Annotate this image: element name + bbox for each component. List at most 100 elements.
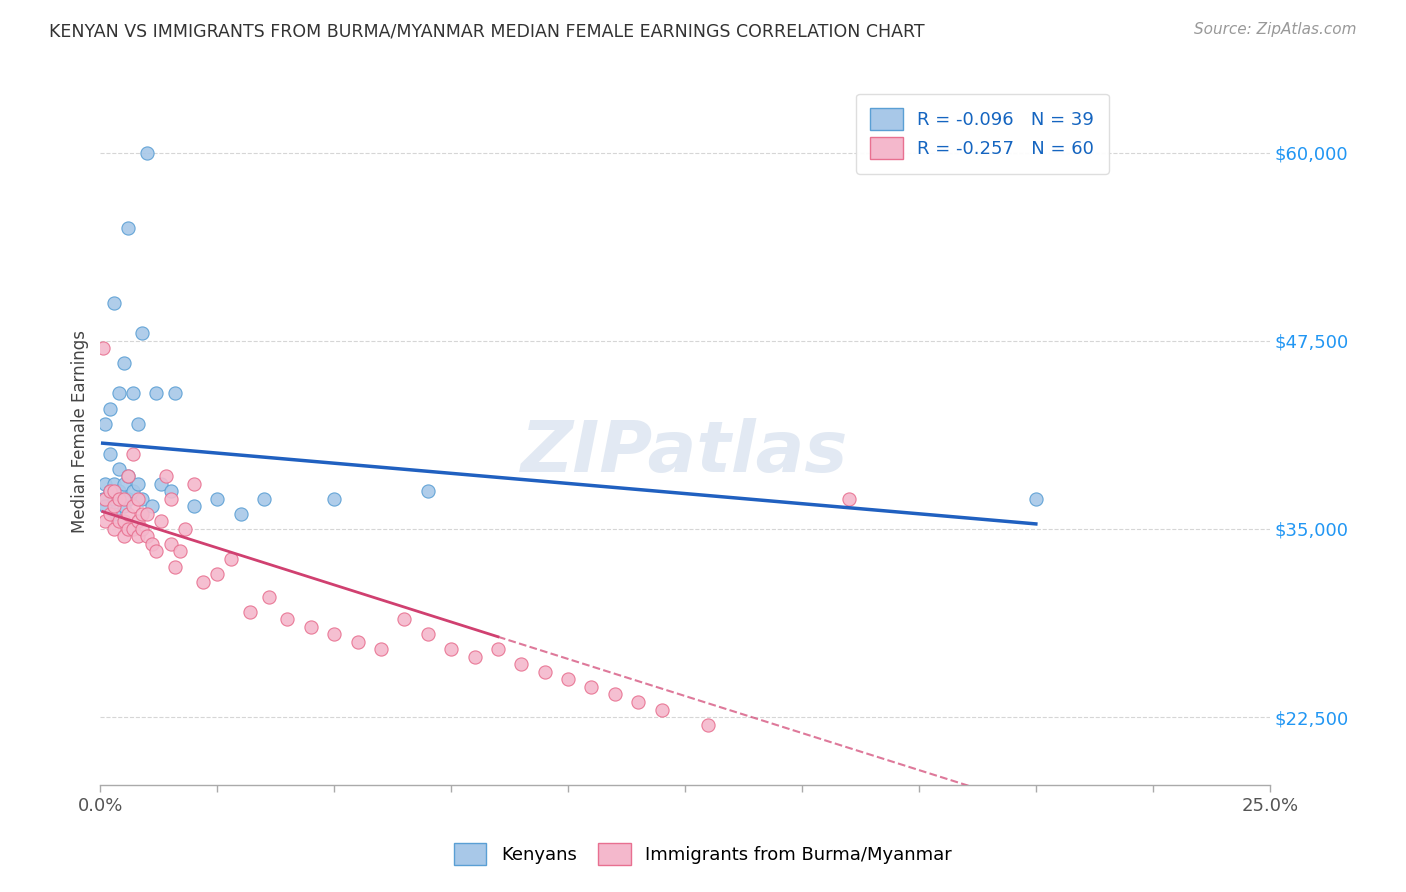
Point bbox=[557, 673, 579, 687]
Point bbox=[651, 702, 673, 716]
Point bbox=[136, 529, 159, 543]
Y-axis label: Median Female Earnings: Median Female Earnings bbox=[72, 330, 89, 533]
Point bbox=[117, 469, 139, 483]
Point bbox=[159, 484, 181, 499]
Legend: R = -0.096   N = 39, R = -0.257   N = 60: R = -0.096 N = 39, R = -0.257 N = 60 bbox=[856, 94, 1109, 174]
Point bbox=[464, 649, 486, 664]
Point bbox=[165, 386, 187, 401]
Point bbox=[221, 552, 243, 566]
Point bbox=[112, 491, 135, 506]
Point bbox=[127, 491, 149, 506]
Point bbox=[108, 491, 131, 506]
Point bbox=[117, 507, 139, 521]
Point bbox=[127, 515, 149, 529]
Point bbox=[627, 695, 650, 709]
Point bbox=[416, 484, 439, 499]
Point bbox=[94, 500, 117, 514]
Point bbox=[117, 491, 139, 506]
Point bbox=[103, 476, 125, 491]
Point bbox=[193, 574, 215, 589]
Point bbox=[257, 590, 280, 604]
Point bbox=[112, 476, 135, 491]
Text: Source: ZipAtlas.com: Source: ZipAtlas.com bbox=[1194, 22, 1357, 37]
Point bbox=[91, 491, 114, 506]
Point bbox=[122, 500, 145, 514]
Point bbox=[94, 417, 117, 431]
Point bbox=[131, 507, 153, 521]
Point bbox=[112, 529, 135, 543]
Point bbox=[127, 476, 149, 491]
Point bbox=[117, 221, 139, 235]
Point bbox=[112, 515, 135, 529]
Point bbox=[108, 461, 131, 475]
Point bbox=[370, 642, 392, 657]
Point bbox=[98, 447, 121, 461]
Point bbox=[136, 145, 159, 160]
Point bbox=[103, 507, 125, 521]
Point bbox=[150, 476, 173, 491]
Point bbox=[1025, 491, 1047, 506]
Text: KENYAN VS IMMIGRANTS FROM BURMA/MYANMAR MEDIAN FEMALE EARNINGS CORRELATION CHART: KENYAN VS IMMIGRANTS FROM BURMA/MYANMAR … bbox=[49, 22, 925, 40]
Point bbox=[122, 484, 145, 499]
Point bbox=[131, 522, 153, 536]
Text: ZIPatlas: ZIPatlas bbox=[522, 417, 849, 487]
Point bbox=[127, 417, 149, 431]
Point bbox=[207, 567, 229, 582]
Point bbox=[581, 680, 603, 694]
Point bbox=[98, 484, 121, 499]
Point bbox=[207, 491, 229, 506]
Point bbox=[108, 386, 131, 401]
Point bbox=[838, 491, 860, 506]
Point bbox=[440, 642, 463, 657]
Point bbox=[98, 507, 121, 521]
Point bbox=[239, 605, 262, 619]
Point bbox=[141, 500, 163, 514]
Point bbox=[150, 515, 173, 529]
Point bbox=[131, 491, 153, 506]
Point bbox=[486, 642, 509, 657]
Point bbox=[416, 627, 439, 641]
Point bbox=[346, 634, 368, 648]
Point bbox=[117, 522, 139, 536]
Point bbox=[183, 476, 205, 491]
Point bbox=[299, 620, 322, 634]
Point bbox=[169, 544, 191, 558]
Point bbox=[159, 537, 181, 551]
Point bbox=[122, 447, 145, 461]
Point bbox=[165, 559, 187, 574]
Point bbox=[394, 612, 416, 626]
Point bbox=[131, 326, 153, 341]
Point bbox=[108, 515, 131, 529]
Point bbox=[141, 537, 163, 551]
Point bbox=[91, 342, 114, 356]
Point bbox=[103, 491, 125, 506]
Point bbox=[323, 627, 346, 641]
Point bbox=[112, 356, 135, 370]
Point bbox=[103, 296, 125, 310]
Point bbox=[155, 469, 177, 483]
Point bbox=[136, 507, 159, 521]
Point bbox=[533, 665, 555, 679]
Point bbox=[603, 688, 626, 702]
Point bbox=[103, 500, 125, 514]
Point bbox=[122, 522, 145, 536]
Point bbox=[145, 386, 167, 401]
Point bbox=[253, 491, 276, 506]
Point bbox=[103, 522, 125, 536]
Point bbox=[108, 484, 131, 499]
Point bbox=[173, 522, 195, 536]
Legend: Kenyans, Immigrants from Burma/Myanmar: Kenyans, Immigrants from Burma/Myanmar bbox=[444, 834, 962, 874]
Point bbox=[697, 717, 720, 731]
Point bbox=[145, 544, 167, 558]
Point bbox=[183, 500, 205, 514]
Point bbox=[94, 515, 117, 529]
Point bbox=[103, 484, 125, 499]
Point bbox=[112, 500, 135, 514]
Point bbox=[98, 484, 121, 499]
Point bbox=[510, 657, 533, 672]
Point bbox=[276, 612, 298, 626]
Point bbox=[159, 491, 181, 506]
Point bbox=[117, 469, 139, 483]
Point bbox=[94, 476, 117, 491]
Point bbox=[127, 529, 149, 543]
